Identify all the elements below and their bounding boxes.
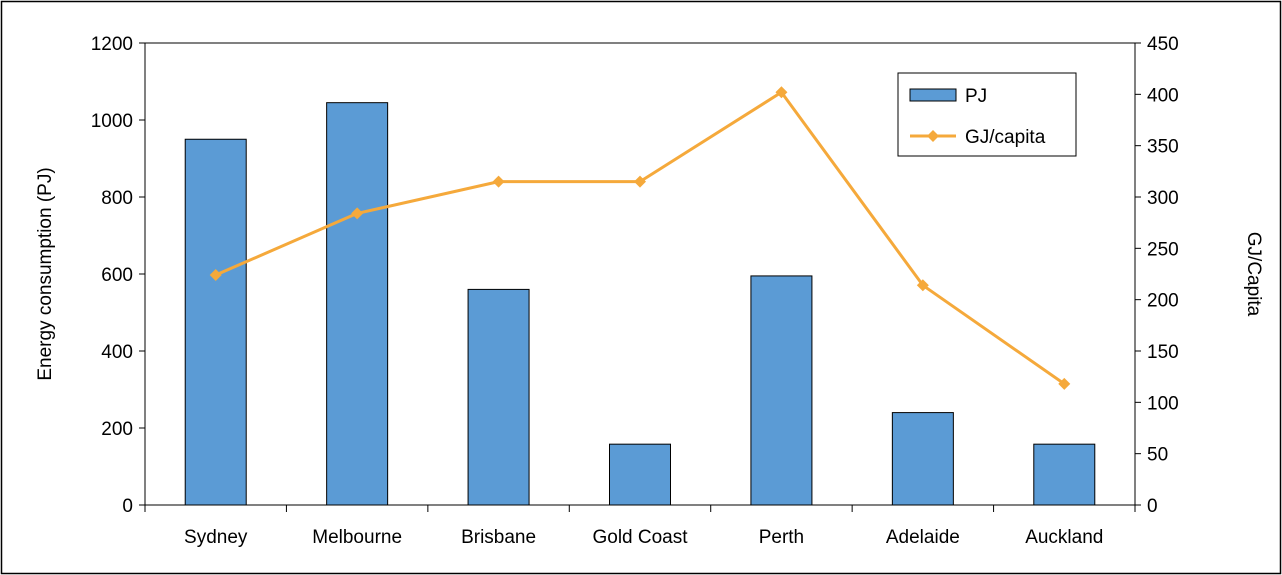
marker-gj-capita	[209, 269, 222, 282]
y2-axis-title: GJ/Capita	[1243, 232, 1264, 317]
legend-swatch-pj	[909, 88, 957, 102]
marker-gj-capita	[351, 207, 364, 220]
bar-pj	[184, 138, 247, 506]
y-tick-label: 1200	[91, 34, 133, 55]
bar-pj	[1033, 443, 1096, 506]
y-tick-label: 1000	[91, 111, 133, 132]
legend-box	[897, 72, 1077, 157]
y2-tick-label: 350	[1147, 137, 1179, 158]
x-tick-label: Melbourne	[312, 527, 402, 548]
bar-pj	[609, 443, 671, 506]
x-tick-label: Gold Coast	[592, 527, 688, 548]
bar-pj	[326, 102, 389, 506]
marker-gj-capita	[634, 175, 646, 188]
bar-pj	[891, 412, 954, 506]
legend: PJ GJ/capita	[897, 72, 1077, 157]
y2-tick-label: 150	[1147, 342, 1179, 363]
legend-swatch-gj-marker	[927, 130, 939, 142]
legend-label-pj: PJ	[965, 86, 987, 107]
legend-label-gj-capita: GJ/capita	[965, 127, 1046, 148]
bar-pj	[467, 288, 530, 506]
y-axis-title: Energy consumption (PJ)	[35, 167, 56, 380]
y-tick-label: 800	[101, 188, 133, 209]
y-tick-label: 0	[122, 496, 133, 517]
y-tick-label: 600	[101, 265, 133, 286]
x-tick-label: Brisbane	[461, 527, 536, 548]
x-tick-label: Perth	[759, 527, 804, 548]
y2-tick-label: 300	[1147, 188, 1179, 209]
y2-tick-label: 0	[1147, 496, 1158, 517]
marker-gj-capita	[916, 279, 929, 292]
bar-pj	[750, 275, 813, 506]
y2-tick-label: 50	[1147, 445, 1168, 466]
y2-tick-label: 250	[1147, 239, 1179, 260]
y2-tick-label: 450	[1147, 34, 1179, 55]
marker-gj-capita	[492, 175, 505, 188]
x-tick-label: Adelaide	[886, 527, 960, 548]
y2-tick-label: 400	[1147, 85, 1179, 106]
y-tick-label: 200	[101, 419, 133, 440]
x-tick-label: Auckland	[1025, 527, 1103, 548]
marker-gj-capita	[1058, 377, 1071, 390]
y-tick-label: 400	[101, 342, 133, 363]
y2-tick-label: 100	[1147, 393, 1179, 414]
marker-gj-capita	[775, 86, 788, 99]
x-tick-label: Sydney	[184, 527, 248, 548]
y2-tick-label: 200	[1147, 291, 1179, 312]
